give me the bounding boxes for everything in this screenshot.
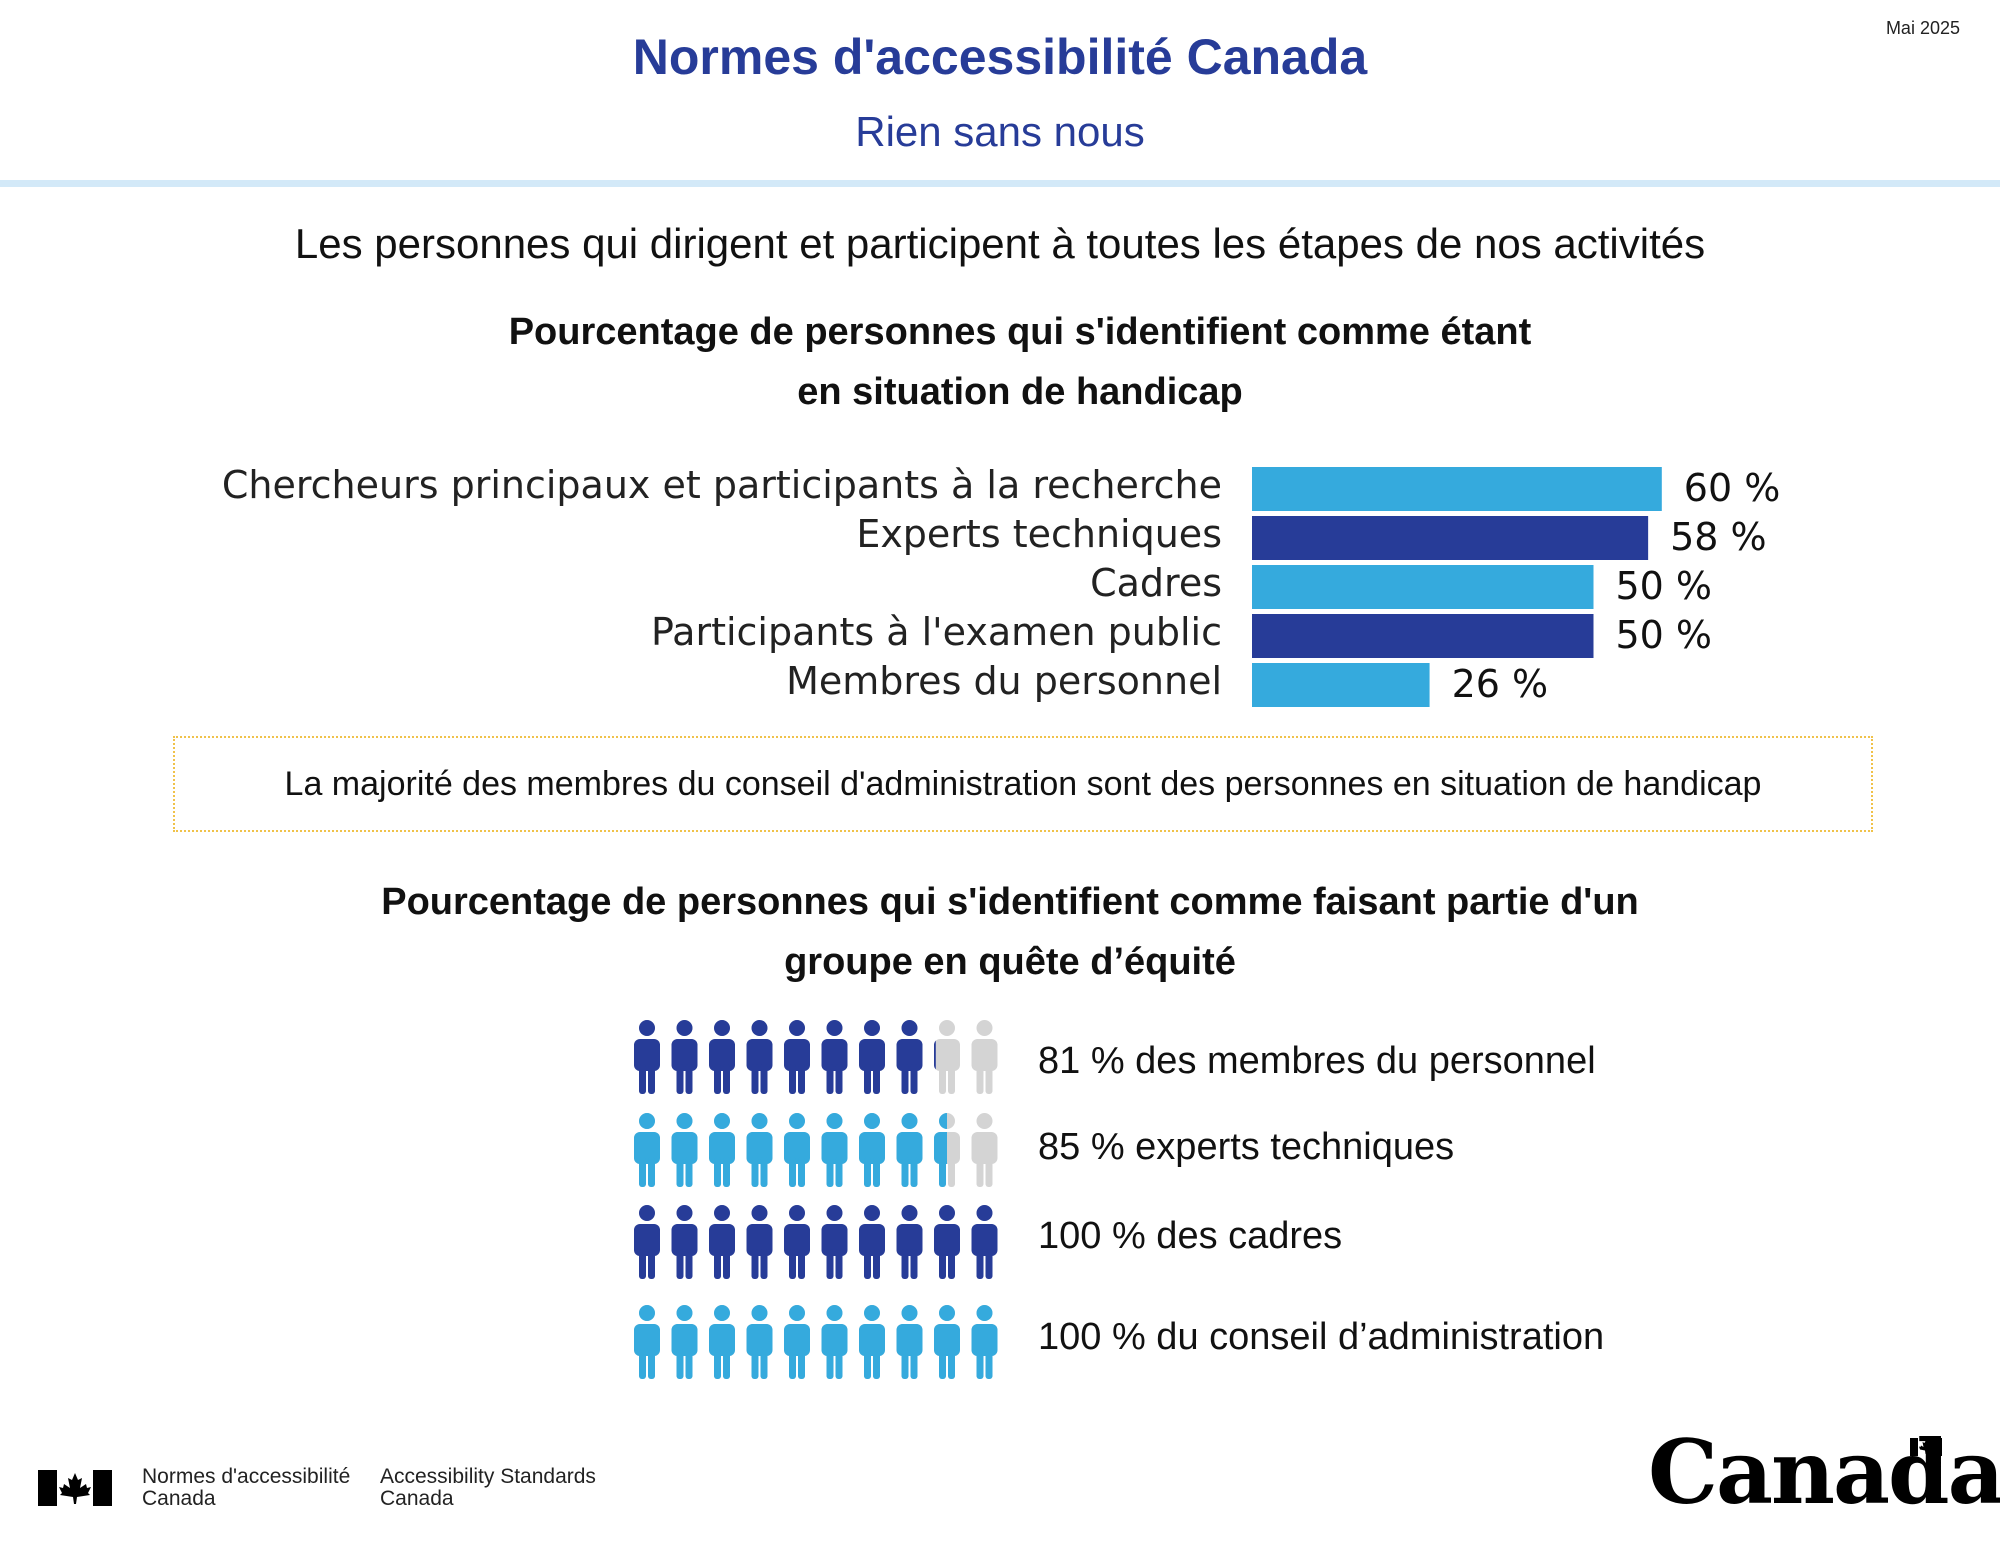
bar-value-label: 50 % bbox=[1616, 613, 1713, 657]
bar-value-label: 26 % bbox=[1452, 662, 1549, 706]
bar-value-label: 50 % bbox=[1616, 564, 1713, 608]
disability-chart-title: Pourcentage de personnes qui s'identifie… bbox=[360, 302, 1680, 422]
dept-name-en: Accessibility Standards Canada bbox=[380, 1466, 596, 1510]
bar-category-label: Membres du personnel bbox=[786, 659, 1222, 703]
person-icon bbox=[634, 1020, 660, 1094]
bar bbox=[1252, 516, 1649, 560]
canada-wordmark: Canada bbox=[1648, 1420, 2000, 1524]
bar-category-label: Chercheurs principaux et participants à … bbox=[222, 463, 1222, 507]
disability-chart-title-line1: Pourcentage de personnes qui s'identifie… bbox=[508, 311, 1532, 353]
lead-statement: Les personnes qui dirigent et participen… bbox=[294, 220, 1706, 267]
wordmark-flag-icon bbox=[1910, 1438, 1942, 1456]
pictogram-row-label: 81 % des membres du personnel bbox=[1038, 1040, 1596, 1082]
equity-chart-title: Pourcentage de personnes qui s'identifie… bbox=[250, 872, 1770, 992]
person-icon bbox=[784, 1113, 810, 1187]
person-icon bbox=[709, 1113, 735, 1187]
person-icon bbox=[934, 1205, 960, 1279]
person-icon bbox=[671, 1113, 698, 1187]
report-date: Mai 2025 bbox=[1885, 18, 1960, 38]
pictogram-row-label: 100 % des cadres bbox=[1038, 1215, 1343, 1257]
dept-name-fr-line1: Normes d'accessibilité bbox=[142, 1465, 351, 1488]
person-icon bbox=[746, 1020, 773, 1094]
equity-pictogram bbox=[634, 1020, 998, 1379]
bar-value-label: 60 % bbox=[1684, 466, 1781, 510]
person-icon bbox=[896, 1113, 923, 1187]
disability-chart-title-line2: en situation de handicap bbox=[797, 371, 1243, 413]
person-icon bbox=[934, 1113, 960, 1187]
page-subtitle: Rien sans nous bbox=[855, 108, 1145, 155]
person-icon bbox=[784, 1305, 810, 1379]
pictogram-row-label: 100 % du conseil d’administration bbox=[1038, 1316, 1605, 1358]
person-icon bbox=[896, 1305, 923, 1379]
dept-name-fr-line2: Canada bbox=[142, 1487, 216, 1510]
dept-name-en-line1: Accessibility Standards bbox=[380, 1465, 596, 1488]
person-icon bbox=[709, 1305, 735, 1379]
person-icon bbox=[896, 1020, 923, 1094]
equity-chart-title-line2: groupe en quête d’équité bbox=[784, 941, 1236, 983]
bar bbox=[1252, 663, 1430, 707]
person-icon bbox=[971, 1113, 998, 1187]
bar bbox=[1252, 467, 1662, 511]
person-icon bbox=[671, 1020, 698, 1094]
person-icon bbox=[746, 1205, 773, 1279]
person-icon bbox=[709, 1020, 735, 1094]
person-icon bbox=[821, 1113, 848, 1187]
bar-category-label: Cadres bbox=[1090, 561, 1222, 605]
person-icon bbox=[934, 1305, 960, 1379]
dept-name-en-line2: Canada bbox=[380, 1487, 454, 1510]
person-icon bbox=[821, 1205, 848, 1279]
person-icon bbox=[821, 1305, 848, 1379]
person-icon bbox=[821, 1020, 848, 1094]
page-title: Normes d'accessibilité Canada bbox=[632, 29, 1368, 85]
person-icon bbox=[934, 1020, 960, 1094]
bar-value-label: 58 % bbox=[1670, 515, 1767, 559]
bar-category-label: Participants à l'examen public bbox=[651, 610, 1222, 654]
person-icon bbox=[746, 1113, 773, 1187]
person-icon bbox=[671, 1305, 698, 1379]
person-icon bbox=[971, 1020, 998, 1094]
gc-flag-icon bbox=[38, 1470, 112, 1506]
equity-chart-title-line1: Pourcentage de personnes qui s'identifie… bbox=[381, 881, 1639, 923]
bar-category-label: Experts techniques bbox=[856, 512, 1222, 556]
person-icon bbox=[634, 1113, 660, 1187]
person-icon bbox=[671, 1205, 698, 1279]
person-icon bbox=[859, 1113, 885, 1187]
person-icon bbox=[634, 1205, 660, 1279]
person-icon bbox=[746, 1305, 773, 1379]
bar bbox=[1252, 565, 1594, 609]
board-majority-note: La majorité des membres du conseil d'adm… bbox=[173, 736, 1873, 832]
person-icon bbox=[859, 1305, 885, 1379]
person-icon bbox=[971, 1205, 998, 1279]
person-icon bbox=[784, 1020, 810, 1094]
person-icon bbox=[784, 1205, 810, 1279]
person-icon bbox=[971, 1305, 998, 1379]
person-icon bbox=[859, 1205, 885, 1279]
pictogram-row-label: 85 % experts techniques bbox=[1038, 1126, 1455, 1168]
person-icon bbox=[896, 1205, 923, 1279]
dept-name-fr: Normes d'accessibilité Canada bbox=[142, 1466, 350, 1510]
person-icon bbox=[634, 1305, 660, 1379]
bar bbox=[1252, 614, 1594, 658]
disability-bar-chart: Chercheurs principaux et participants à … bbox=[222, 463, 1781, 707]
header-divider bbox=[0, 180, 2000, 187]
person-icon bbox=[709, 1205, 735, 1279]
person-icon bbox=[859, 1020, 885, 1094]
